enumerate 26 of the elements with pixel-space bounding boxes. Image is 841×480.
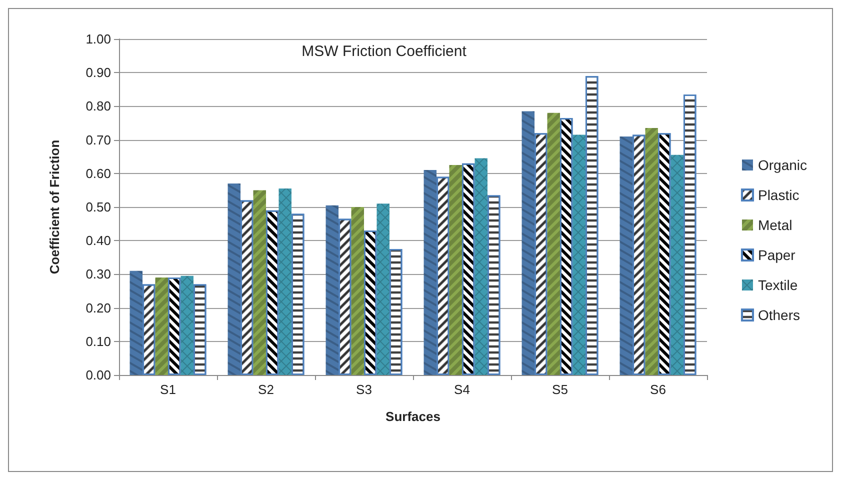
x-tick-label: S3 — [356, 382, 372, 397]
legend-label: Metal — [758, 217, 792, 233]
y-tick-label: 0.00 — [86, 368, 111, 382]
x-tick-label: S4 — [454, 382, 470, 397]
legend-label: Plastic — [758, 187, 800, 203]
legend-label: Others — [758, 307, 800, 323]
y-tick-label: 0.80 — [86, 98, 111, 114]
y-tick-label: 0.70 — [86, 132, 111, 148]
legend-label: Paper — [758, 247, 796, 263]
y-tick-label: 0.50 — [86, 200, 111, 214]
y-tick-label: 0.40 — [86, 233, 111, 248]
x-tick-label: S5 — [552, 382, 568, 397]
x-tick-label: S1 — [160, 382, 176, 397]
y-tick-label: 0.10 — [86, 334, 111, 349]
y-tick-label: 0.60 — [86, 166, 111, 181]
y-tick-label: 0.90 — [86, 65, 111, 80]
chart-title: MSW Friction Coefficient — [302, 43, 468, 60]
x-tick-label: S6 — [650, 382, 666, 397]
y-tick-label: 0.30 — [86, 266, 111, 282]
x-axis-title: Surfaces — [386, 409, 440, 424]
legend-label: Organic — [758, 157, 808, 173]
y-tick-label: 1.00 — [86, 32, 111, 46]
legend-label: Textile — [758, 277, 798, 293]
y-axis-title: Coefficient of Friction — [47, 140, 62, 274]
y-tick-label: 0.20 — [86, 300, 111, 316]
x-tick-label: S2 — [258, 382, 274, 397]
